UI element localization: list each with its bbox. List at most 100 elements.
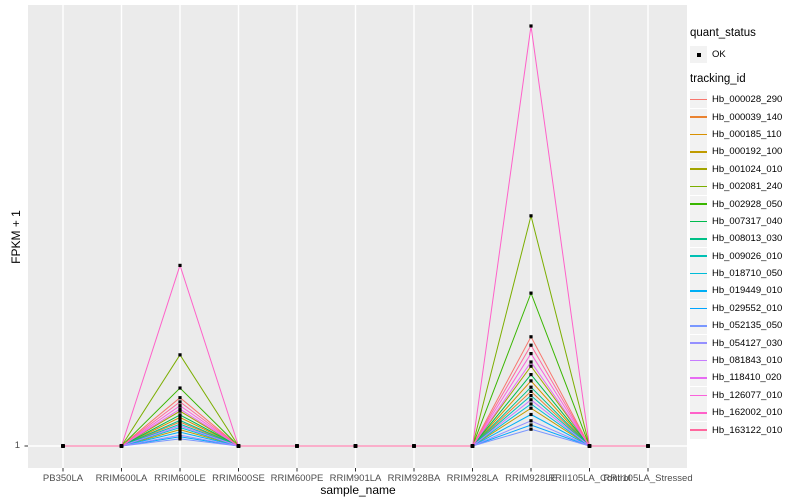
data-point xyxy=(178,437,182,441)
data-point xyxy=(529,398,533,402)
data-point xyxy=(529,385,533,389)
x-tick-label: PB350LA xyxy=(43,473,84,484)
legend-key-box xyxy=(690,247,707,265)
series-color-line xyxy=(690,185,707,188)
x-tick-label: RRIM600PE xyxy=(271,473,324,484)
legend-key-box xyxy=(690,160,707,178)
legend-key-box xyxy=(690,46,707,63)
data-point xyxy=(178,409,182,413)
legend-item-label: Hb_054127_030 xyxy=(712,337,783,349)
data-point xyxy=(529,427,533,431)
legend-item-label: Hb_019449_010 xyxy=(712,285,783,297)
legend-item-label: Hb_002081_240 xyxy=(712,181,783,193)
legend-item: Hb_000192_100 xyxy=(690,143,798,161)
legend-item-label: Hb_000028_290 xyxy=(712,94,783,106)
series-color-line xyxy=(690,203,707,205)
legend-item-label: Hb_018710_050 xyxy=(712,268,783,280)
series-color-line xyxy=(690,429,707,431)
data-point xyxy=(529,343,533,347)
data-point xyxy=(178,263,182,267)
legend-key-box xyxy=(690,91,707,109)
legend-item: Hb_008013_030 xyxy=(690,230,798,248)
data-point xyxy=(61,444,65,448)
legend-key-box xyxy=(690,334,707,352)
legend-key-box xyxy=(690,108,707,126)
legend-key-box xyxy=(690,369,707,387)
data-point xyxy=(646,444,650,448)
legend-item: Hb_000039_140 xyxy=(690,108,798,126)
data-point xyxy=(178,386,182,390)
series-color-line xyxy=(690,324,707,327)
data-point xyxy=(529,402,533,406)
data-point xyxy=(178,420,182,424)
data-point xyxy=(178,353,182,357)
legend-item: Hb_029552_010 xyxy=(690,299,798,317)
series-color-line xyxy=(690,255,707,257)
data-point xyxy=(178,422,182,426)
point-marker-icon xyxy=(696,52,701,57)
legend-item: Hb_052135_050 xyxy=(690,317,798,335)
legend-key-box xyxy=(690,195,707,213)
legend-item: Hb_118410_020 xyxy=(690,369,798,387)
legend-item-label: Hb_007317_040 xyxy=(712,215,783,227)
series-color-line xyxy=(690,168,707,171)
legend-key-box xyxy=(690,265,707,283)
legend-key-box xyxy=(690,421,707,439)
legend-item: Hb_162002_010 xyxy=(690,404,798,422)
x-tick-label: RRIM901LA xyxy=(330,473,382,484)
plot-panel xyxy=(28,5,687,468)
legend: quant_status OK tracking_id Hb_000028_29… xyxy=(690,27,798,439)
legend-item-label: Hb_081843_010 xyxy=(712,355,783,367)
series-color-line xyxy=(690,151,707,153)
legend-item-label: Hb_126077_010 xyxy=(712,389,783,401)
legend-key-box xyxy=(690,352,707,370)
data-point xyxy=(529,214,533,218)
data-point xyxy=(178,413,182,417)
legend-key-box xyxy=(690,404,707,422)
legend-key-box xyxy=(690,143,707,161)
legend-item-label: OK xyxy=(712,49,726,60)
data-point xyxy=(529,394,533,398)
data-point xyxy=(529,335,533,339)
legend-item-label: Hb_029552_010 xyxy=(712,302,783,314)
data-point xyxy=(529,389,533,393)
data-point xyxy=(178,435,182,439)
legend-tracking-id-items: Hb_000028_290 Hb_000039_140 Hb_000185_110 H… xyxy=(690,91,798,439)
legend-item: Hb_002081_240 xyxy=(690,178,798,196)
data-point xyxy=(178,400,182,404)
data-point xyxy=(178,424,182,428)
legend-item-label: Hb_052135_050 xyxy=(712,320,783,332)
data-point xyxy=(529,406,533,410)
legend-item: Hb_002928_050 xyxy=(690,195,798,213)
x-tick-label: RRIM600LA xyxy=(96,473,148,484)
data-point xyxy=(529,379,533,383)
data-point xyxy=(529,412,533,417)
legend-quant-status-title: quant_status xyxy=(690,27,756,39)
data-point xyxy=(119,444,124,448)
data-point xyxy=(412,444,416,448)
x-axis-title: sample_name xyxy=(320,483,396,497)
x-tick-label: RRII105LA_Control xyxy=(548,473,630,484)
data-point xyxy=(529,352,533,356)
data-point xyxy=(587,444,592,448)
legend-key-box xyxy=(690,282,707,300)
legend-item-label: Hb_118410_020 xyxy=(712,372,782,384)
series-color-line xyxy=(690,377,707,379)
legend-key-box xyxy=(690,178,707,196)
legend-item: Hb_000028_290 xyxy=(690,91,798,109)
legend-item-label: Hb_009026_010 xyxy=(712,250,783,262)
series-color-line xyxy=(690,116,707,118)
legend-item-label: Hb_162002_010 xyxy=(712,407,783,419)
data-point xyxy=(529,360,533,364)
legend-item-label: Hb_001024_010 xyxy=(712,163,783,175)
legend-item: Hb_007317_040 xyxy=(690,212,798,230)
data-point xyxy=(178,430,182,434)
data-point xyxy=(178,396,182,400)
data-point xyxy=(295,444,299,448)
data-point xyxy=(529,423,533,427)
x-tick-label: RRIM928LE xyxy=(505,473,557,484)
y-tick-label: 1 xyxy=(14,440,20,451)
data-point xyxy=(236,444,241,448)
